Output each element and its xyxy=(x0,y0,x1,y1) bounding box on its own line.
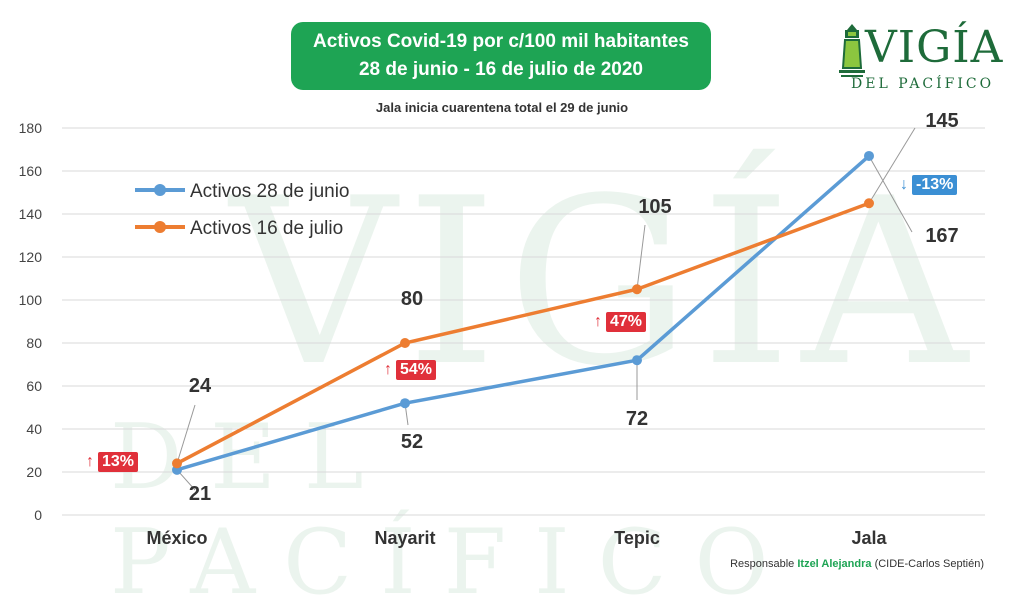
data-point xyxy=(400,338,410,348)
x-tick-label: Tepic xyxy=(614,528,660,548)
data-label: 21 xyxy=(189,483,211,505)
x-tick-label: México xyxy=(146,528,207,548)
logo-sub-text: DEL PACÍFICO xyxy=(851,76,995,92)
credit-prefix: Responsable xyxy=(730,558,795,570)
arrow-up-icon: ↑ xyxy=(384,361,392,378)
change-badge: ↓ -13% xyxy=(900,175,958,195)
y-tick-label: 180 xyxy=(19,120,43,136)
arrow-up-icon: ↑ xyxy=(594,313,602,330)
change-value: -13% xyxy=(912,175,958,195)
x-tick-label: Nayarit xyxy=(374,528,435,548)
change-badge: ↑ 54% xyxy=(384,360,437,380)
y-tick-label: 100 xyxy=(19,292,43,308)
y-tick-label: 40 xyxy=(26,421,42,437)
line-chart: 0 20 40 60 80 100 120 140 160 180 México Nayarit Tep… xyxy=(19,110,985,548)
y-tick-label: 0 xyxy=(34,507,42,523)
legend-marker xyxy=(154,184,166,196)
data-label: 24 xyxy=(189,375,212,397)
data-label: 72 xyxy=(626,408,648,430)
y-tick-label: 60 xyxy=(26,378,42,394)
title-line-1: Activos Covid-19 por c/100 mil habitante… xyxy=(313,31,689,52)
data-point xyxy=(400,398,410,409)
chart-subtitle: Jala inicia cuarentena total el 29 de ju… xyxy=(375,100,629,115)
credit-name: Itzel Alejandra xyxy=(797,558,872,570)
change-value: 54% xyxy=(396,360,437,380)
credit-suffix: (CIDE-Carlos Septién) xyxy=(874,558,984,570)
data-label: 52 xyxy=(401,431,423,453)
logo: VIGÍA DEL PACÍFICO xyxy=(835,20,1005,95)
leader-line xyxy=(176,404,196,464)
logo-main-text: VIGÍA xyxy=(865,22,1004,73)
leader-line xyxy=(636,224,646,290)
data-point xyxy=(864,150,874,161)
change-value: 47% xyxy=(606,312,647,332)
legend-label: Activos 28 de junio xyxy=(190,181,350,202)
change-value: 13% xyxy=(98,452,139,472)
data-label: 167 xyxy=(925,225,958,247)
arrow-down-icon: ↓ xyxy=(900,176,908,193)
y-tick-label: 140 xyxy=(19,206,43,222)
arrow-up-icon: ↑ xyxy=(86,453,94,470)
y-tick-label: 80 xyxy=(26,335,42,351)
y-tick-label: 20 xyxy=(26,464,42,480)
lighthouse-icon xyxy=(839,24,865,77)
data-label: 80 xyxy=(401,288,423,310)
x-tick-label: Jala xyxy=(851,528,887,548)
y-tick-label: 160 xyxy=(19,163,43,179)
data-point xyxy=(632,355,642,366)
y-tick-label: 120 xyxy=(19,249,43,265)
legend-label: Activos 16 de julio xyxy=(190,218,343,239)
change-badge: ↑ 47% xyxy=(594,312,647,332)
series-line-1 xyxy=(176,201,870,465)
data-point xyxy=(864,198,874,209)
series-line-0 xyxy=(176,154,871,472)
credit: Responsable Itzel Alejandra (CIDE-Carlos… xyxy=(730,558,984,570)
leader-line xyxy=(868,127,916,204)
change-badge: ↑ 13% xyxy=(86,452,139,472)
data-label: 145 xyxy=(925,110,958,132)
legend-marker xyxy=(154,221,166,233)
data-point xyxy=(632,284,642,295)
data-point xyxy=(172,458,182,469)
data-label: 105 xyxy=(638,196,671,218)
chart-title: Activos Covid-19 por c/100 mil habitante… xyxy=(291,22,711,90)
title-line-2: 28 de junio - 16 de julio de 2020 xyxy=(358,59,644,80)
leader-line xyxy=(868,155,913,233)
